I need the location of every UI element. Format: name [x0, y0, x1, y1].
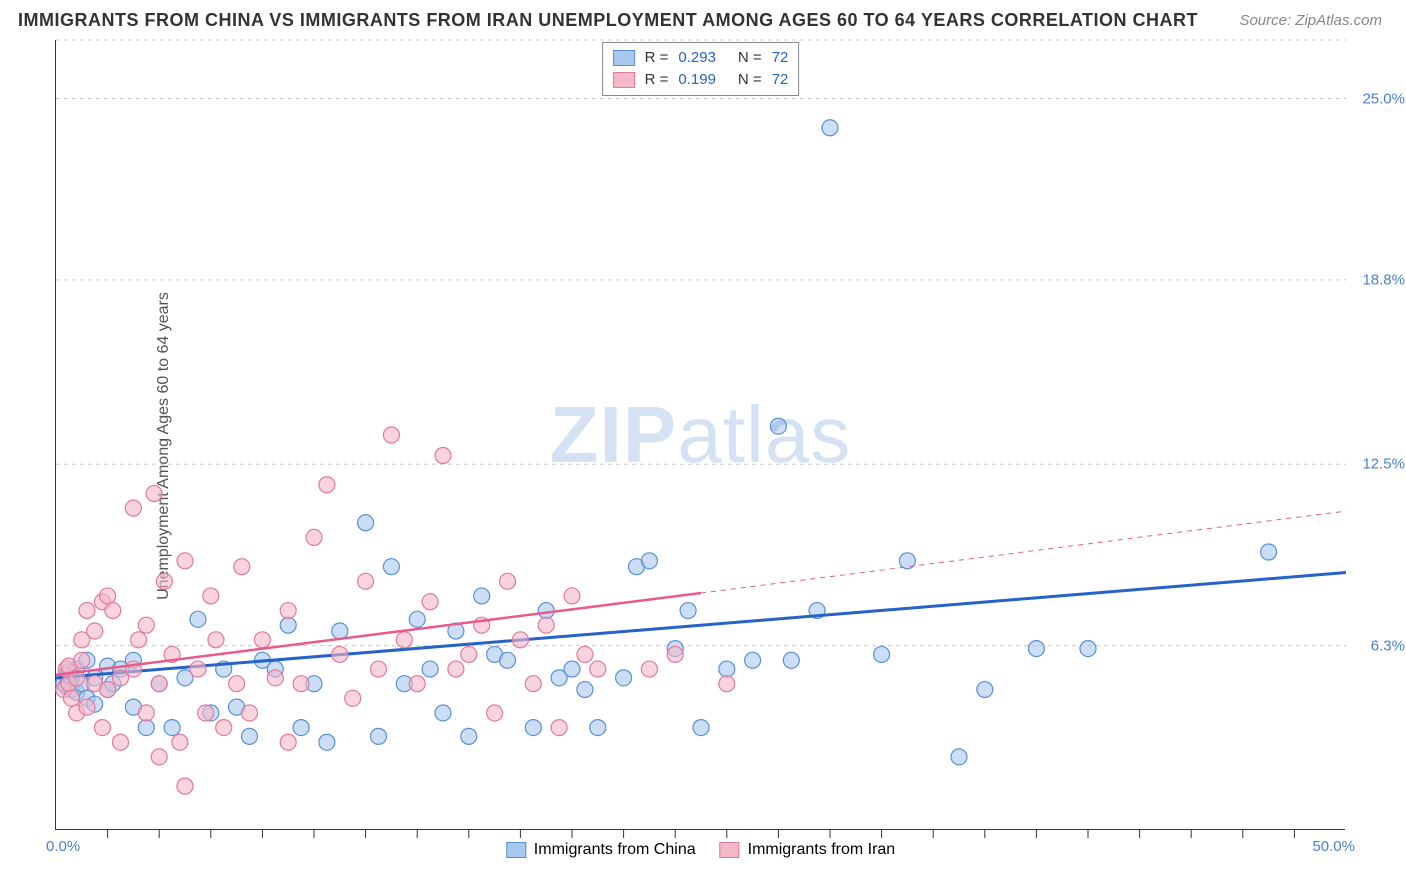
- x-axis-max-label: 50.0%: [1312, 838, 1355, 855]
- legend-series: Immigrants from China Immigrants from Ira…: [506, 841, 895, 859]
- correlation-chart: IMMIGRANTS FROM CHINA VS IMMIGRANTS FROM…: [0, 0, 1406, 892]
- legend-stats: R =0.293 N =72 R =0.199 N =72: [602, 42, 800, 96]
- legend-series-item: Immigrants from Iran: [720, 841, 896, 859]
- y-tick-label: 12.5%: [1362, 456, 1405, 473]
- y-tick-label: 25.0%: [1362, 90, 1405, 107]
- y-tick-label: 6.3%: [1371, 637, 1405, 654]
- y-tick-label: 18.8%: [1362, 271, 1405, 288]
- source-attribution: Source: ZipAtlas.com: [1239, 12, 1382, 29]
- legend-series-item: Immigrants from China: [506, 841, 696, 859]
- plot-svg: [56, 40, 1345, 829]
- plot-area: ZIPatlas R =0.293 N =72 R =0.199 N =72 I…: [55, 40, 1345, 830]
- legend-stats-row: R =0.293 N =72: [613, 47, 789, 69]
- x-axis-min-label: 0.0%: [46, 838, 80, 855]
- legend-stats-row: R =0.199 N =72: [613, 69, 789, 91]
- chart-title: IMMIGRANTS FROM CHINA VS IMMIGRANTS FROM…: [18, 10, 1198, 31]
